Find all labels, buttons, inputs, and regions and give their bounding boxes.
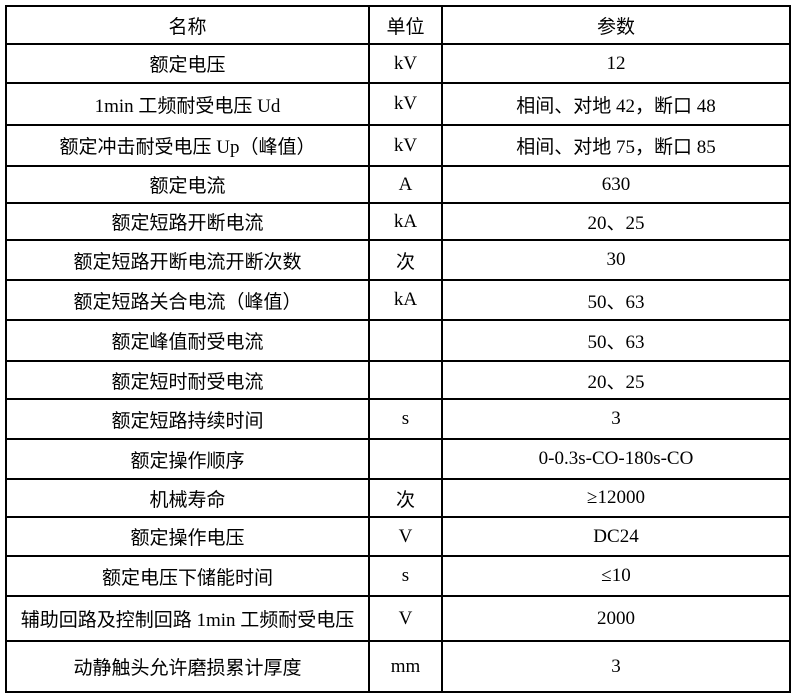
unit-cell: V [368,516,443,557]
table-row: 额定短路开断电流开断次数次 30 [5,239,791,281]
value-cell: ≥12000 [441,478,791,518]
param-name-cell: 额定峰值耐受电流 [5,319,370,362]
value-cell: 0-0.3s-CO-180s-CO [441,438,791,480]
value-cell: ≤10 [441,555,791,597]
param-name-cell: 额定操作电压 [5,516,370,557]
unit-cell [368,360,443,400]
param-name-cell: 额定操作顺序 [5,438,370,480]
param-name-cell: 额定短路持续时间 [5,398,370,440]
table-row: 机械寿命次 ≥12000 [5,478,791,518]
param-name-cell: 辅助回路及控制回路 1min 工频耐受电压 [5,595,370,642]
value-cell: 12 [441,43,791,84]
param-name-cell: 额定电压 [5,43,370,84]
unit-cell: s [368,398,443,440]
param-name-cell: 额定短时耐受电流 [5,360,370,400]
spec-table: 名称 单位 参数 额定电压 kV 12 1min 工频耐受电压 Ud kV 相间、对地 4… [5,5,791,693]
table-row: 额定短路开断电流 kA 20、25 [5,202,791,241]
param-name-cell: 额定电压下储能时间 [5,555,370,597]
table-row: 1min 工频耐受电压 Ud kV 相间、对地 42，断口 48 [5,82,791,126]
value-cell: 20、25 [441,360,791,400]
value-cell: 20、25 [441,202,791,241]
table-row: 额定峰值耐受电流 50、63 [5,319,791,362]
unit-cell: 次 [368,478,443,518]
table-row: 辅助回路及控制回路 1min 工频耐受电压 V 2000 [5,595,791,642]
unit-cell: 次 [368,239,443,281]
table-row: 额定操作电压 V DC24 [5,516,791,557]
param-name-cell: 额定短路开断电流开断次数 [5,239,370,281]
table-row: 额定电压 kV 12 [5,43,791,84]
unit-cell: A [368,165,443,204]
unit-cell: kV [368,124,443,167]
param-name-cell: 额定电流 [5,165,370,204]
unit-cell: V [368,595,443,642]
table-row: 额定短路持续时间 s 3 [5,398,791,440]
header-name-cell: 名称 [5,5,370,45]
value-cell: DC24 [441,516,791,557]
unit-cell: s [368,555,443,597]
header-value-cell: 参数 [441,5,791,45]
unit-cell: kA [368,202,443,241]
value-cell: 30 [441,239,791,281]
unit-cell [368,319,443,362]
value-cell: 相间、对地 42，断口 48 [441,82,791,126]
param-name-cell: 额定短路关合电流（峰值） [5,279,370,321]
param-name-cell: 额定短路开断电流 [5,202,370,241]
param-name-cell: 额定冲击耐受电压 Up（峰值） [5,124,370,167]
unit-cell [368,438,443,480]
unit-cell: kA [368,279,443,321]
unit-cell: kV [368,43,443,84]
unit-cell: kV [368,82,443,126]
unit-cell: mm [368,640,443,693]
table-row: 额定冲击耐受电压 Up（峰值） kV 相间、对地 75，断口 85 [5,124,791,167]
table-row: 额定电流 A 630 [5,165,791,204]
value-cell: 630 [441,165,791,204]
value-cell: 相间、对地 75，断口 85 [441,124,791,167]
value-cell: 3 [441,398,791,440]
table-body: 额定电压 kV 12 1min 工频耐受电压 Ud kV 相间、对地 42，断口 48 额定… [5,43,791,693]
value-cell: 2000 [441,595,791,642]
table-row: 额定短时耐受电流 20、25 [5,360,791,400]
value-cell: 3 [441,640,791,693]
header-unit-cell: 单位 [368,5,443,45]
value-cell: 50、63 [441,279,791,321]
param-name-cell: 机械寿命 [5,478,370,518]
table-row: 动静触头允许磨损累计厚度 mm 3 [5,640,791,693]
table-row: 额定短路关合电流（峰值） kA 50、63 [5,279,791,321]
table-row: 额定电压下储能时间 s ≤10 [5,555,791,597]
param-name-cell: 1min 工频耐受电压 Ud [5,82,370,126]
table-row: 额定操作顺序 0-0.3s-CO-180s-CO [5,438,791,480]
param-name-cell: 动静触头允许磨损累计厚度 [5,640,370,693]
value-cell: 50、63 [441,319,791,362]
table-header-row: 名称 单位 参数 [5,5,791,45]
